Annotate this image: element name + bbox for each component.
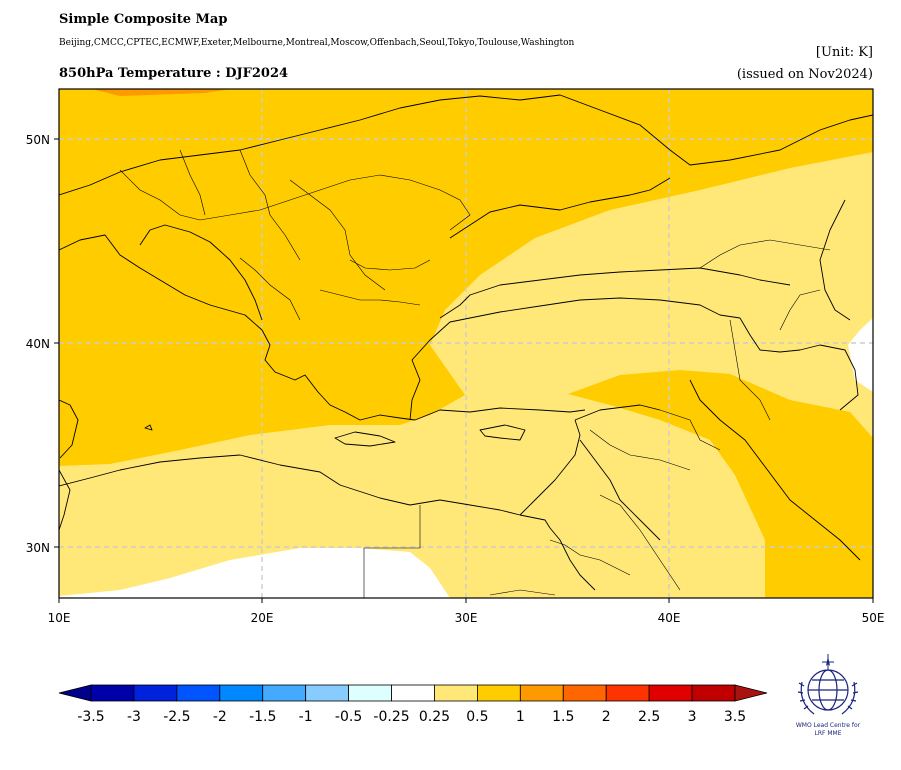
colorbar-segment (262, 684, 307, 702)
colorbar-tick-label: -0.5 (335, 709, 362, 725)
lat-tick-label: 40N (26, 337, 50, 351)
wmo-logo-icon (797, 654, 859, 715)
colorbar-tick-label: -3.5 (77, 709, 104, 725)
map-title: Simple Composite Map (59, 12, 228, 27)
gridlines (59, 89, 873, 598)
contributing-centres: Beijing,CMCC,CPTEC,ECMWF,Exeter,Melbourn… (59, 38, 575, 48)
colorbar-tick-label: 0.5 (466, 709, 488, 725)
colorbar-segment (391, 684, 435, 702)
lon-tick-label: 10E (48, 611, 71, 625)
colorbar-tick-label: -1.5 (249, 709, 276, 725)
colorbar-segment (133, 684, 178, 702)
field-white-east (848, 318, 873, 392)
colorbar-segment (605, 684, 650, 702)
colorbar-tick-label: -0.25 (373, 709, 409, 725)
colorbar-tick-label: -2 (213, 709, 227, 725)
colorbar-tick-label: 3.5 (724, 709, 746, 725)
colorbar-segments (90, 684, 736, 702)
colorbar-tick-label: 2.5 (638, 709, 660, 725)
colorbar-segment (519, 684, 564, 702)
unit-label: [Unit: K] (815, 45, 873, 60)
lat-tick-label: 50N (26, 133, 50, 147)
lon-tick-marks (58, 598, 874, 603)
lon-tick-label: 50E (862, 611, 885, 625)
lon-tick-label: 20E (251, 611, 274, 625)
colorbar-segment (476, 684, 521, 702)
colorbar-segment (562, 684, 607, 702)
logo-caption-line1: WMO Lead Centre for (795, 722, 861, 729)
coastlines (59, 94, 873, 591)
issued-label: (issued on Nov2024) (736, 67, 873, 82)
colorbar-segment (434, 684, 478, 702)
colorbar-tick-label: 0.25 (419, 709, 450, 725)
lon-tick-label: 40E (658, 611, 681, 625)
field-white-south (59, 548, 450, 598)
colorbar-tick-label: -3 (127, 709, 141, 725)
colorbar-segment (176, 684, 221, 702)
logo-caption: WMO Lead Centre for LRF MME (778, 722, 878, 738)
field-gold-east (568, 370, 873, 598)
colorbar-over-arrow (734, 684, 768, 702)
colorbar-segment (648, 684, 693, 702)
colorbar-segment (348, 684, 392, 702)
colorbar-labels: -3.5 -3 -2.5 -2 -1.5 -1 -0.5 -0.25 0.25 0.5 1 1.5 2 2… (77, 709, 746, 725)
colorbar-tick-label: -1 (299, 709, 313, 725)
map-subtitle: 850hPa Temperature : DJF2024 (59, 66, 289, 81)
lat-tick-marks (54, 138, 59, 548)
logo-caption-line2: LRF MME (814, 730, 842, 737)
lat-tick-label: 30N (26, 541, 50, 555)
lon-tick-label: 30E (455, 611, 478, 625)
field-orange-top (92, 89, 230, 96)
colorbar-under-arrow (58, 684, 92, 702)
colorbar-segment (691, 684, 736, 702)
colorbar-tick-label: 1 (516, 709, 525, 725)
colorbar-tick-label: 2 (602, 709, 611, 725)
colorbar-segment (90, 684, 135, 702)
colorbar-tick-label: 3 (688, 709, 697, 725)
borders (119, 149, 831, 598)
colorbar-segment (305, 684, 349, 702)
colorbar-tick-label: 1.5 (552, 709, 574, 725)
colorbar-segment (219, 684, 264, 702)
colorbar-tick-label: -2.5 (163, 709, 190, 725)
anomaly-map: 10E 20E 30E 40E 50E 50N 40N 30N (26, 88, 885, 625)
